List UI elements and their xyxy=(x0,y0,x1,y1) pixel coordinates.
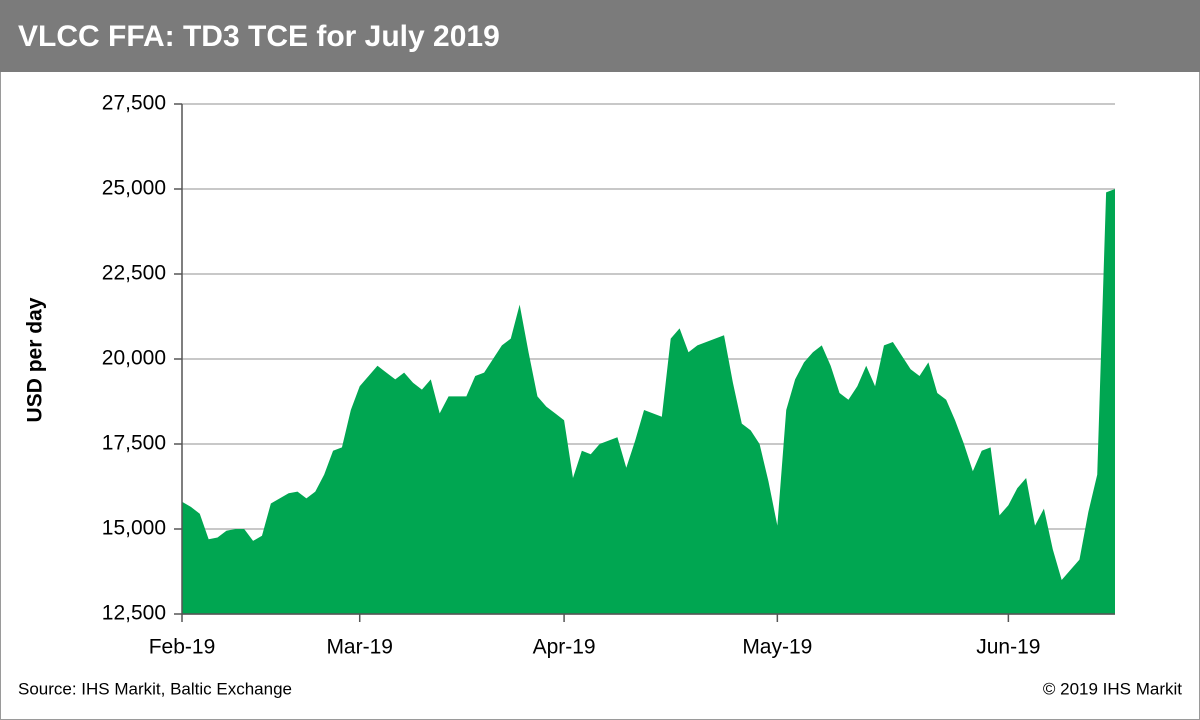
y-tick-label: 17,500 xyxy=(102,432,166,455)
y-tick-label: 22,500 xyxy=(102,262,166,285)
y-tick-label: 15,000 xyxy=(102,517,166,540)
x-tick-label: Feb-19 xyxy=(149,636,216,659)
area xyxy=(182,189,1115,614)
y-tick-label: 25,000 xyxy=(102,177,166,200)
y-tick-label: 20,000 xyxy=(102,347,166,370)
x-tick-label: Mar-19 xyxy=(326,636,393,659)
x-tick-label: Jun-19 xyxy=(976,636,1040,659)
y-tick-label: 27,500 xyxy=(102,92,166,115)
copyright: © 2019 IHS Markit xyxy=(1043,679,1182,698)
plot-area: 12,500 15,000 17,500 20,000 22,500 25,000 27,5… xyxy=(102,92,1115,659)
x-tick-label: Apr-19 xyxy=(533,636,596,659)
source-note: Source: IHS Markit, Baltic Exchange xyxy=(18,679,292,698)
header-bar xyxy=(0,0,1200,72)
y-axis-label: USD per day xyxy=(24,297,47,422)
x-tick-label: May-19 xyxy=(742,636,812,659)
y-tick-label: 12,500 xyxy=(102,602,166,625)
chart-title: VLCC FFA: TD3 TCE for July 2019 xyxy=(18,20,500,53)
